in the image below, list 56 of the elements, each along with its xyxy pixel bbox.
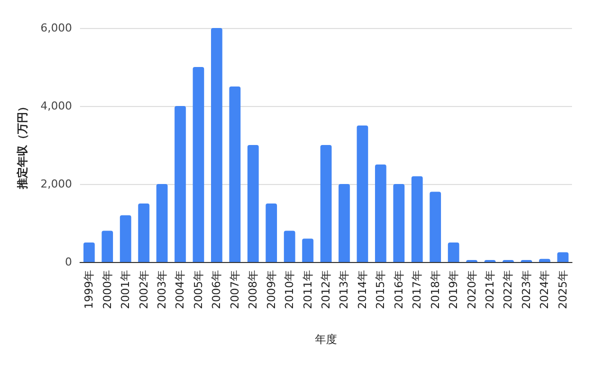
x-tick-label: 2008年	[246, 270, 260, 309]
bar	[156, 184, 168, 262]
x-tick-label: 2007年	[228, 270, 242, 309]
bar	[430, 192, 441, 262]
x-tick-label: 2002年	[137, 270, 150, 309]
bar	[120, 215, 132, 262]
x-tick-label: 2021年	[484, 270, 496, 309]
y-tick-label: 6,000	[40, 22, 72, 34]
bar	[266, 204, 277, 262]
bar	[211, 28, 222, 262]
x-tick-label: 2022年	[502, 270, 515, 309]
x-tick-label: 2023年	[520, 270, 533, 309]
x-tick-label: 2010年	[283, 270, 296, 309]
bar	[356, 126, 368, 262]
x-tick-label: 2013年	[338, 270, 351, 309]
x-tick-label: 2024年	[538, 270, 552, 309]
bar	[448, 242, 460, 262]
x-tick-label: 2014年	[356, 270, 369, 309]
x-tick-label: 2016年	[392, 270, 406, 309]
x-tick-label: 2004年	[174, 270, 187, 309]
bar	[393, 184, 405, 262]
x-tick-label: 2003年	[156, 270, 168, 309]
x-tick-label: 2012年	[320, 270, 332, 309]
bar	[284, 230, 296, 262]
x-tick-label: 2020年	[465, 270, 478, 309]
bar	[83, 242, 95, 262]
x-tick-label: 2025年	[556, 270, 570, 309]
x-tick-label: 2011年	[301, 270, 314, 309]
x-tick-label: 2018年	[428, 270, 442, 309]
bar	[557, 252, 569, 262]
y-tick-label: 2,000	[40, 178, 72, 190]
x-tick-label: 2006年	[210, 270, 224, 309]
x-axis-title: 年度	[315, 333, 337, 346]
bar	[302, 238, 314, 262]
bar	[375, 164, 386, 262]
x-tick-label: 2000年	[100, 270, 114, 309]
y-axis-title: 推定年収（万円）	[16, 101, 29, 190]
x-tick-label: 2019年	[447, 270, 460, 309]
bar	[411, 176, 423, 262]
x-tick-label: 2009年	[264, 270, 278, 309]
x-tick-label: 1999年	[82, 270, 96, 309]
bar	[229, 86, 241, 262]
bar	[320, 145, 332, 262]
y-tick-label: 0	[65, 256, 72, 268]
bar	[539, 258, 550, 262]
x-tick-label: 2015年	[374, 270, 388, 309]
bar	[138, 204, 150, 262]
bar	[102, 230, 113, 262]
x-tick-label: 2001年	[119, 270, 132, 309]
bar	[192, 67, 204, 262]
y-tick-label: 4,000	[40, 100, 72, 112]
bar	[247, 145, 259, 262]
bar	[174, 106, 186, 262]
bar	[338, 184, 350, 262]
x-tick-label: 2017年	[410, 270, 424, 309]
x-tick-label: 2005年	[192, 270, 205, 309]
